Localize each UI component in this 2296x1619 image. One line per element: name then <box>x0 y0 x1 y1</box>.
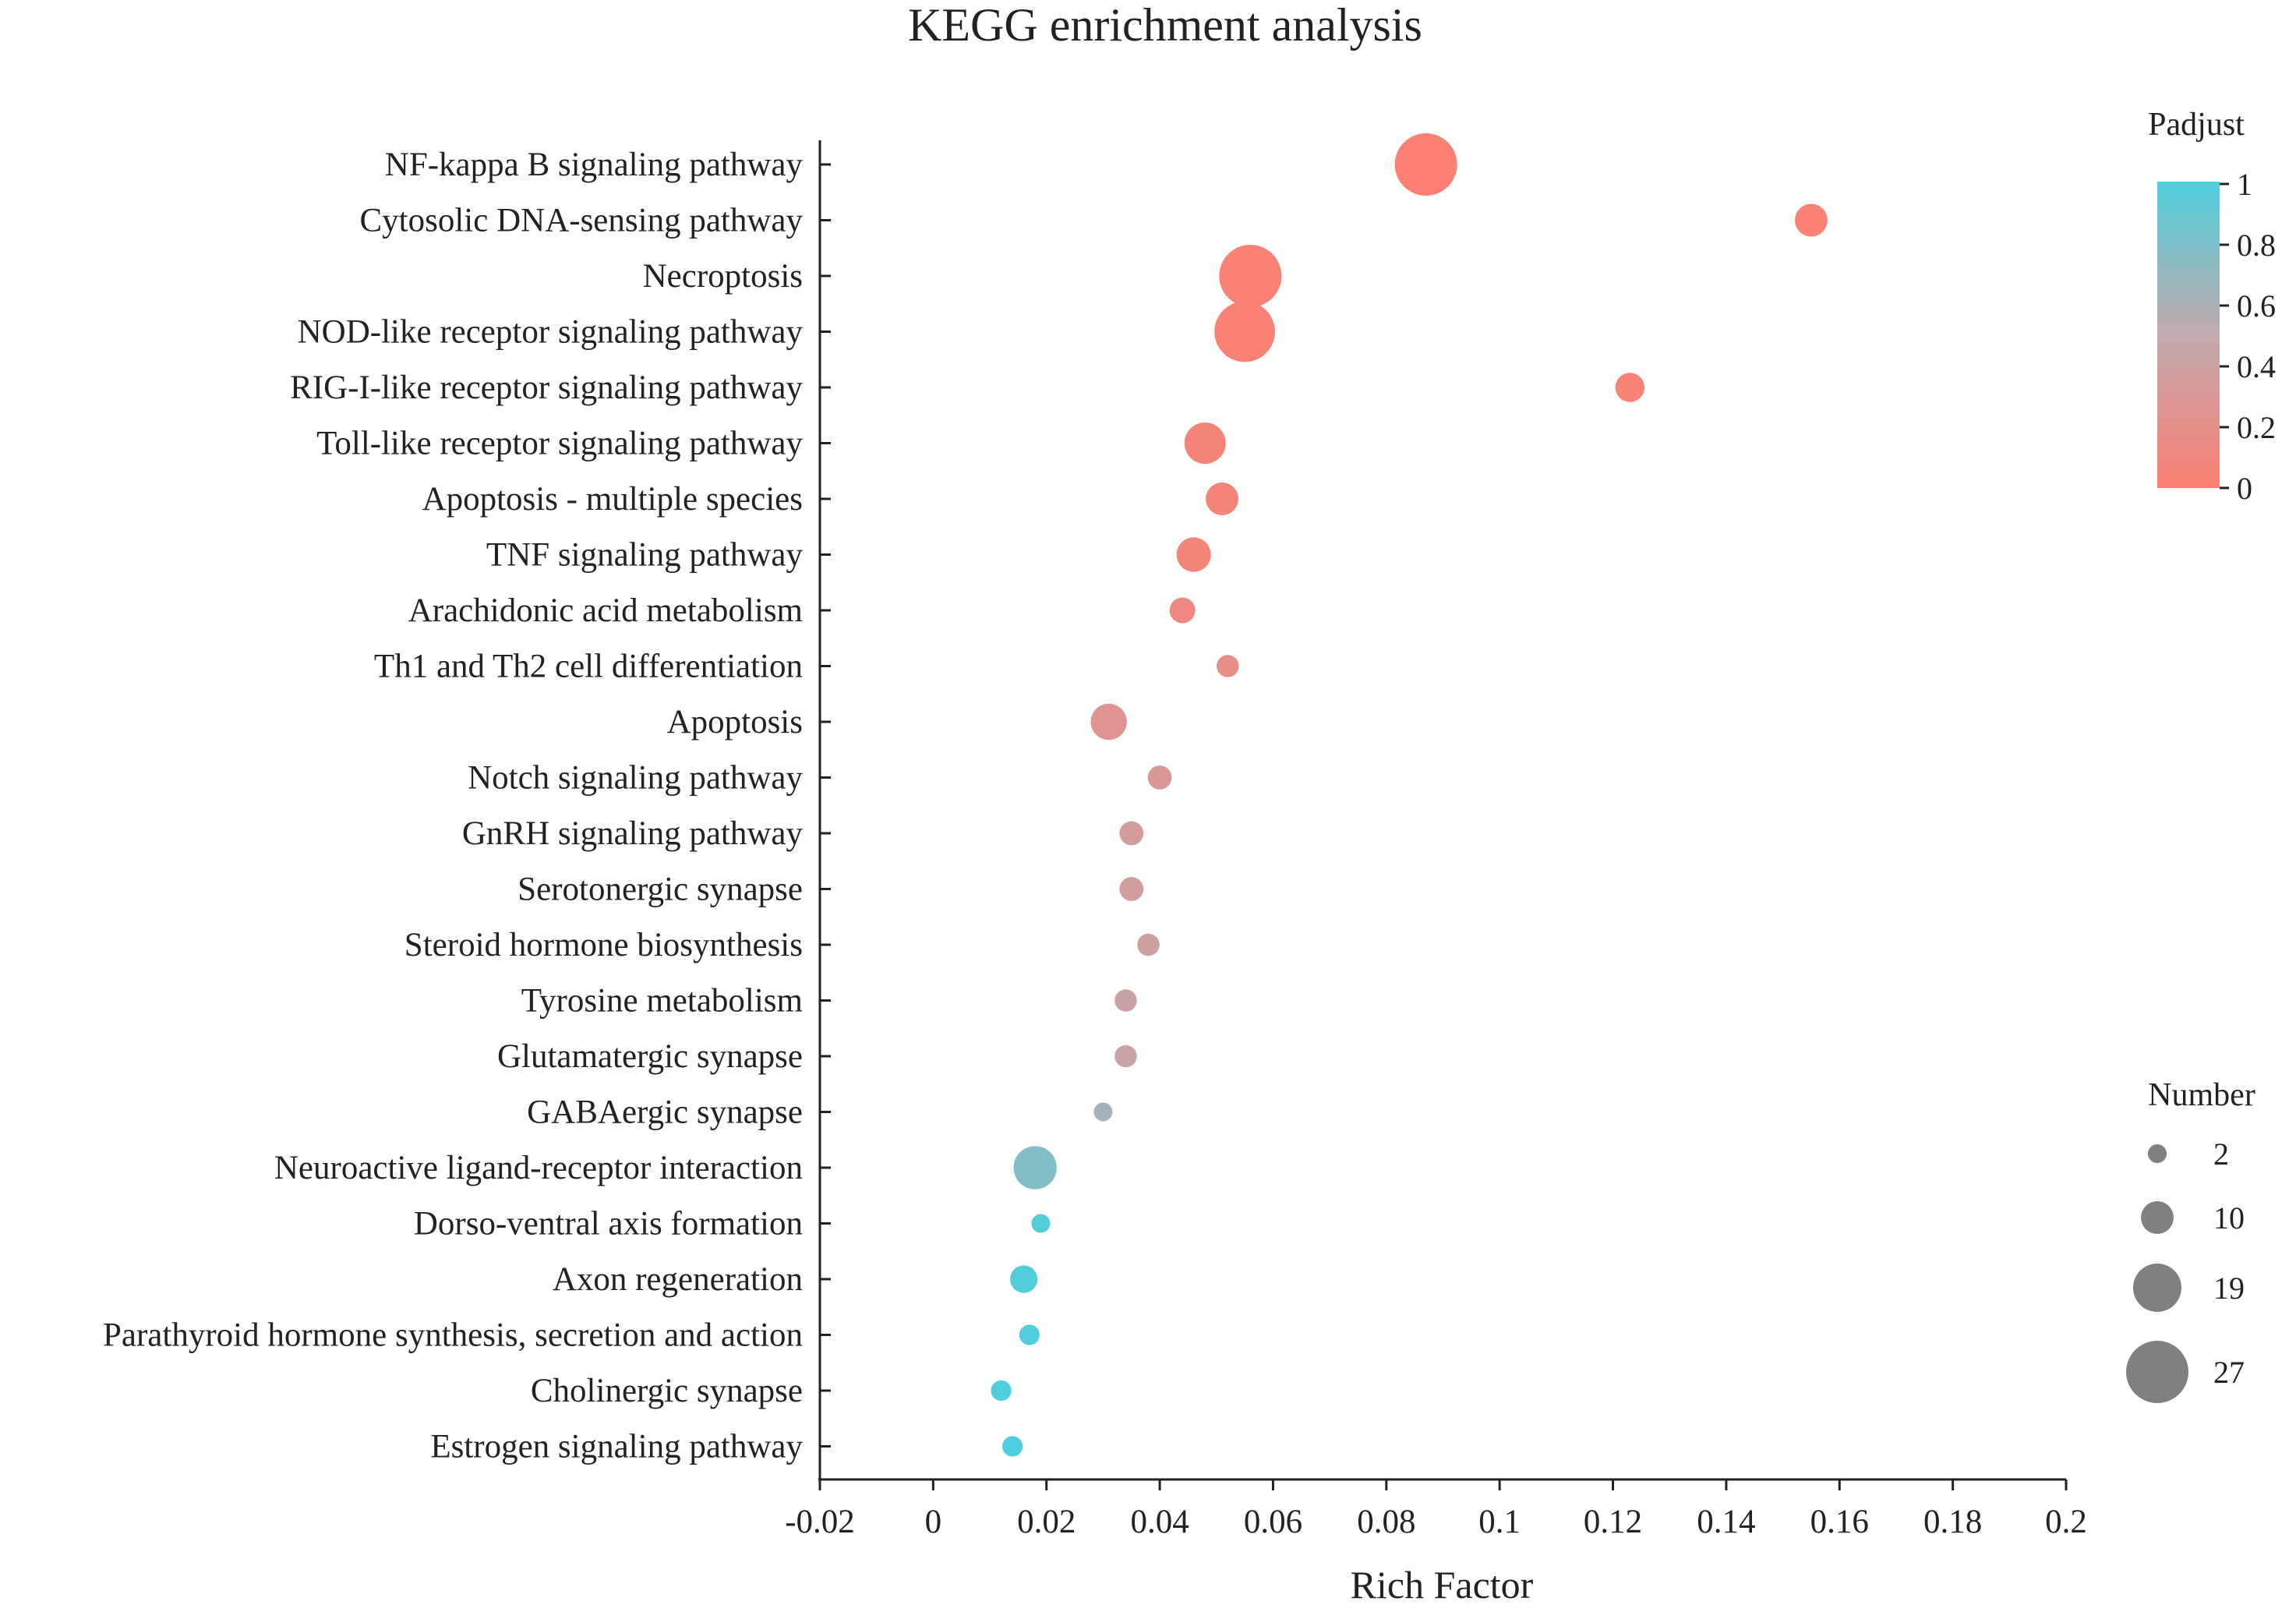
y-tick-label: NOD-like receptor signaling pathway <box>298 314 804 351</box>
x-tick-label: 0.06 <box>1244 1504 1302 1540</box>
x-tick-label: 0.1 <box>1478 1504 1521 1540</box>
x-tick-label: 0 <box>925 1504 942 1540</box>
y-tick-label: Cytosolic DNA-sensing pathway <box>360 203 804 239</box>
bubble-point <box>1615 373 1645 402</box>
bubble-point <box>1119 877 1144 901</box>
number-legend-circle <box>2132 1263 2182 1313</box>
y-tick-label: GnRH signaling pathway <box>462 815 804 852</box>
number-size-legend: Number 2 10 19 27 <box>2126 1077 2255 1403</box>
number-legend-circle <box>2126 1341 2188 1403</box>
y-tick-label: RIG-I-like receptor signaling pathway <box>290 369 803 406</box>
x-tick-label: 0.02 <box>1017 1504 1076 1540</box>
bubble-point <box>1031 1214 1051 1233</box>
bubble-point <box>1794 203 1828 237</box>
number-legend-title: Number <box>2148 1077 2255 1113</box>
padjust-legend-label: 0.4 <box>2237 349 2276 384</box>
bubble-series <box>991 133 1828 1457</box>
number-legend-label: 10 <box>2213 1200 2245 1235</box>
bubble-point <box>1001 1436 1023 1457</box>
y-tick-label: Serotonergic synapse <box>517 871 803 908</box>
x-tick-label: 0.14 <box>1697 1504 1755 1540</box>
chart-title: KEGG enrichment analysis <box>908 0 1422 51</box>
bubble-point <box>1169 597 1196 624</box>
bubble-point <box>1013 1146 1057 1190</box>
padjust-color-legend: Padjust 1 0.8 0.6 0.4 0.2 0 <box>2148 107 2276 506</box>
y-tick-label: Tyrosine metabolism <box>521 983 803 1020</box>
y-tick-label: Notch signaling pathway <box>468 760 803 797</box>
bubble-point <box>1206 483 1239 515</box>
bubble-point <box>1019 1324 1040 1345</box>
bubble-point <box>1394 133 1457 196</box>
x-tick-label: 0.2 <box>2045 1504 2087 1540</box>
y-axis: NF-kappa B signaling pathway Cytosolic DN… <box>103 147 831 1465</box>
bubble-point <box>1119 821 1144 846</box>
padjust-legend-label: 0.2 <box>2237 410 2276 445</box>
bubble-point <box>1219 245 1282 307</box>
padjust-gradient-bar <box>2157 182 2220 488</box>
bubble-point <box>1217 655 1239 677</box>
y-tick-label: Steroid hormone biosynthesis <box>404 927 803 963</box>
y-tick-label: Th1 and Th2 cell differentiation <box>374 649 803 685</box>
number-legend-label: 27 <box>2213 1355 2245 1390</box>
y-tick-label: NF-kappa B signaling pathway <box>385 147 804 183</box>
y-tick-label: Dorso-ventral axis formation <box>414 1206 803 1243</box>
y-tick-label: TNF signaling pathway <box>486 537 804 574</box>
number-legend-label: 2 <box>2213 1136 2229 1172</box>
x-axis: -0.02 0 0.02 0.04 0.06 0.08 0.1 0.12 0.14 0.16 0.1… <box>785 1479 2087 1540</box>
y-tick-label: Apoptosis - multiple species <box>422 481 803 518</box>
y-tick-label: Glutamatergic synapse <box>497 1038 803 1075</box>
bubble-point <box>1093 1102 1113 1122</box>
bubble-point <box>1176 537 1211 572</box>
bubble-point <box>1114 989 1137 1012</box>
y-tick-label: Estrogen signaling pathway <box>430 1429 803 1465</box>
bubble-point <box>991 1380 1012 1402</box>
padjust-legend-label: 1 <box>2237 167 2252 202</box>
x-tick-label: 0.18 <box>1923 1504 1982 1540</box>
y-tick-label: Necroptosis <box>643 258 803 295</box>
x-tick-label: 0.12 <box>1584 1504 1642 1540</box>
y-tick-label: Neuroactive ligand-receptor interaction <box>274 1150 803 1186</box>
x-tick-label: 0.16 <box>1810 1504 1869 1540</box>
plot-area: NF-kappa B signaling pathway Cytosolic DN… <box>103 133 2087 1540</box>
bubble-point <box>1184 422 1226 465</box>
y-tick-label: Arachidonic acid metabolism <box>408 592 803 629</box>
x-tick-label: -0.02 <box>785 1504 855 1540</box>
padjust-legend-ticks: 1 0.8 0.6 0.4 0.2 0 <box>2220 167 2276 506</box>
x-tick-label: 0.08 <box>1357 1504 1415 1540</box>
x-tick-label: 0.04 <box>1130 1504 1189 1540</box>
bubble-point <box>1090 703 1127 741</box>
bubble-point <box>1010 1265 1038 1293</box>
padjust-legend-label: 0 <box>2237 471 2252 506</box>
x-axis-label: Rich Factor <box>1351 1563 1534 1607</box>
bubble-point <box>1214 301 1275 362</box>
padjust-legend-label: 0.6 <box>2237 288 2276 323</box>
padjust-legend-label: 0.8 <box>2237 228 2276 263</box>
y-tick-label: Toll-like receptor signaling pathway <box>316 426 803 462</box>
bubble-point <box>1114 1045 1137 1068</box>
number-legend-label: 19 <box>2213 1271 2245 1306</box>
y-tick-label: GABAergic synapse <box>527 1094 803 1131</box>
y-tick-label: Apoptosis <box>667 704 803 741</box>
padjust-legend-title: Padjust <box>2148 107 2245 143</box>
y-tick-label: Cholinergic synapse <box>531 1373 803 1409</box>
bubble-point <box>1137 933 1160 956</box>
y-tick-label: Parathyroid hormone synthesis, secretion… <box>103 1317 803 1354</box>
number-legend-circle <box>2141 1201 2174 1234</box>
number-legend-circle <box>2148 1144 2167 1163</box>
number-legend-items: 2 10 19 27 <box>2126 1136 2245 1403</box>
bubble-point <box>1147 765 1172 790</box>
y-tick-label: Axon regeneration <box>553 1261 803 1298</box>
